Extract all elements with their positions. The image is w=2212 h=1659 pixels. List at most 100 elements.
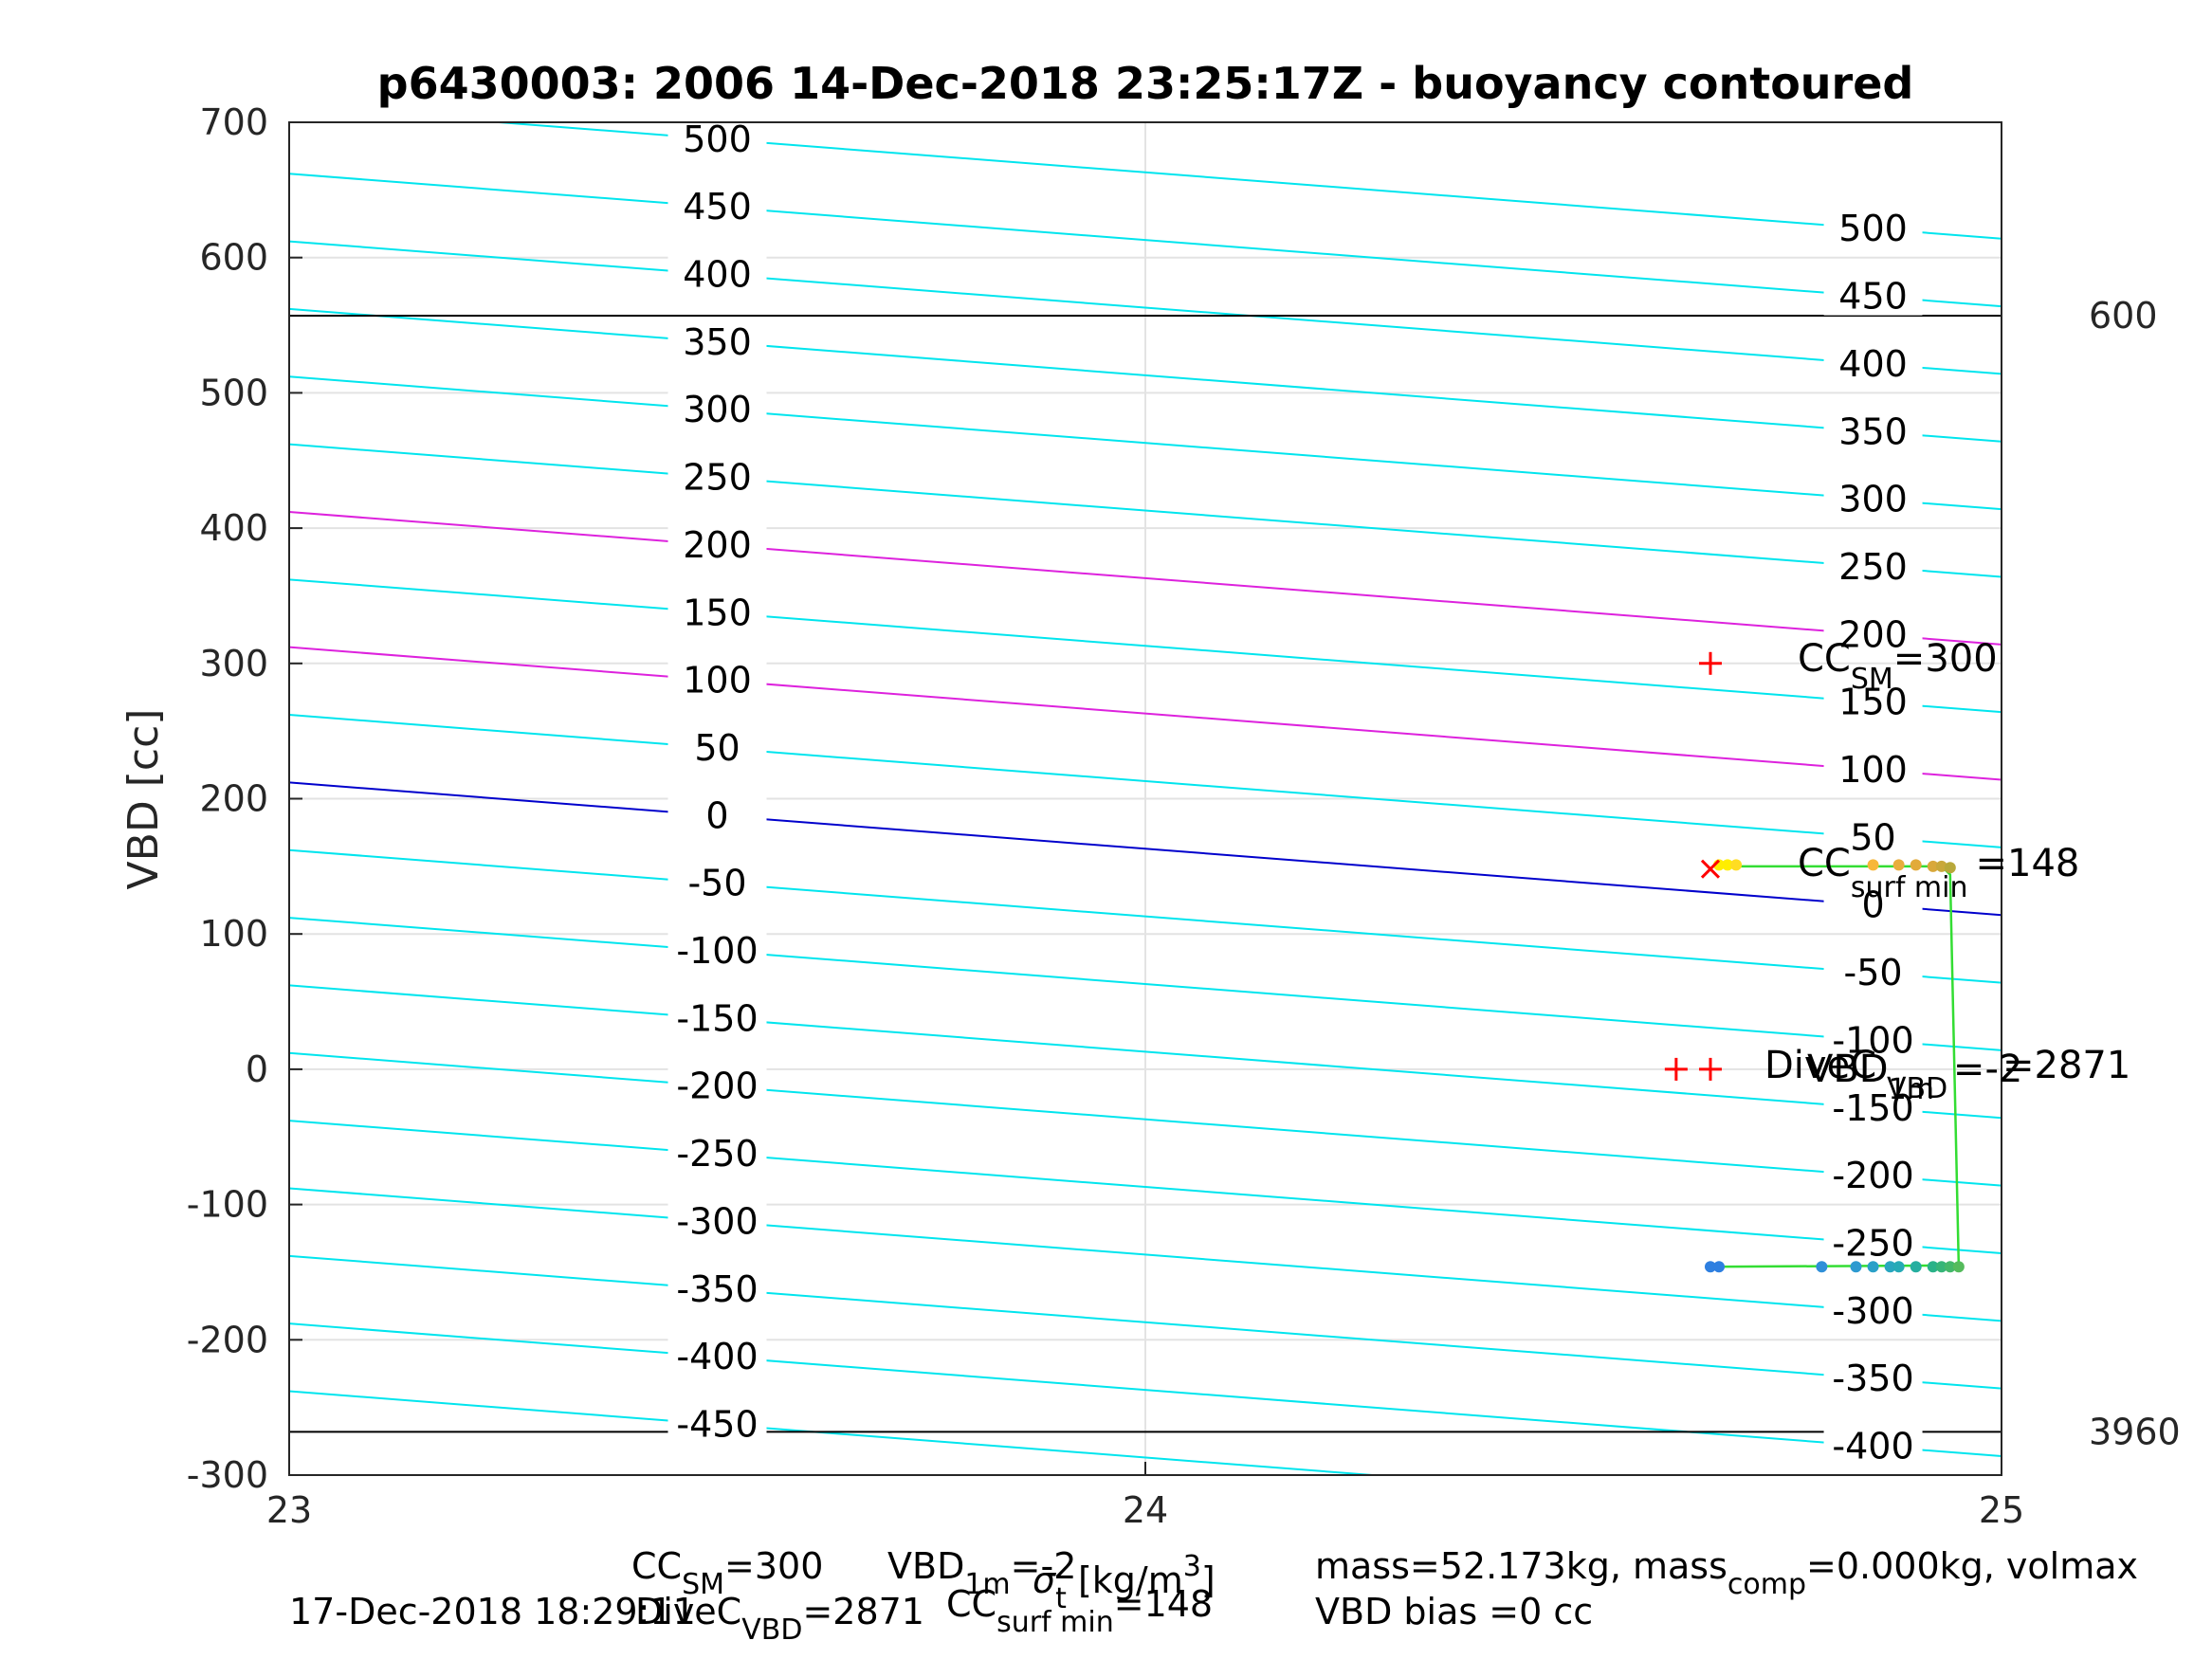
footer-cc-surf-main: CC [946,1583,996,1625]
contour-label-bg [1823,1085,1923,1127]
contour-label: 200 [683,524,752,566]
contour-label: -50 [1844,952,1903,994]
contour-label-bg [667,724,767,767]
contour-label-bg [667,1131,767,1174]
annotation-dive-value: =2871 [2002,1044,2130,1087]
contour-label-bg [667,860,767,902]
contour-line [289,1187,2002,1322]
data-dot [1884,1261,1896,1273]
cc-surf-val: =148 [1976,842,2080,885]
x-axis-unit: [kg/m [1067,1559,1183,1601]
contour-label: 250 [1838,546,1908,588]
annotation-vbd: VBD1m =-2 [1807,1048,2022,1106]
plus-marker [1664,1057,1688,1081]
data-dot [1927,860,1939,872]
contour-labels: -450 -400 -400 -350 -350 -300 -300 -250 -250 -200… [667,116,1923,1468]
contour-line [289,714,2002,848]
contour-label-bg [1823,611,1923,654]
contour-label-bg [667,1198,767,1241]
data-dot [1935,1261,1947,1273]
contour-label: -300 [676,1200,758,1242]
contour-label: 400 [683,254,752,296]
data-dot [1910,859,1922,871]
footer-dive-val: =2871 [802,1591,924,1632]
plus-marker [1698,1057,1722,1081]
footer-bias: VBD bias =0 cc [1315,1591,1593,1632]
contour-label: 0 [1861,884,1884,926]
vbd-main: VBD [1807,1048,1889,1091]
contour-label-bg [1823,476,1923,519]
footer-date: 17-Dec-2018 18:29:11 [289,1591,696,1632]
contour-label: -250 [1832,1222,1913,1264]
y-tick-label: 0 [246,1048,268,1090]
contour-label-bg [1823,747,1923,790]
data-dot [1944,862,1956,874]
contour-label-bg [667,319,767,361]
contour-label-bg [1823,1423,1923,1466]
contour-label-bg [667,454,767,497]
contour-label-bg [667,1334,767,1376]
contour-label-bg [667,251,767,294]
cc-sm-val: =300 [1893,637,1998,681]
contour-label-bg [1823,1356,1923,1398]
data-dot [1713,1261,1726,1273]
contour-line [289,307,2002,443]
contour-line [289,781,2002,917]
contour-label-bg [667,387,767,429]
footer-vbd-main: VBD [887,1545,964,1587]
contour-label: 150 [1838,682,1908,723]
cc-sm-sub: SM [1851,663,1893,696]
contour-line [289,173,2002,308]
data-dot [1927,1261,1939,1273]
contour-label: 400 [1838,343,1908,385]
contour-line [289,848,2002,984]
data-dot [1944,1261,1956,1273]
y-tick-label: 600 [199,237,268,279]
contour-line [289,1254,2002,1390]
contour-label-bg [1823,273,1923,316]
limit-line-label: 600 [2089,295,2158,337]
contour-label-bg [1823,882,1923,924]
data-dot [1867,859,1879,871]
footer-cc-surf: CCsurf min=148 [946,1583,1213,1639]
contour-line [289,443,2002,578]
contour-label: 50 [694,727,740,769]
y-tick-label: 200 [199,778,268,820]
contour-line [289,578,2002,714]
data-dot [1935,860,1947,872]
x-tick-label: 24 [1123,1489,1168,1531]
contour-lines [289,122,2002,1475]
contour-label: -400 [676,1336,758,1377]
contour-label: 450 [1838,276,1908,318]
contour-label: 100 [683,660,752,702]
contour-line [289,646,2002,781]
y-axis-label: VBD [cc] [119,709,168,890]
contour-label: 350 [1838,410,1908,452]
contour-label: 150 [683,592,752,633]
y-tick-label: 700 [199,101,268,143]
data-dot [1892,1261,1905,1273]
contour-label: -400 [1832,1426,1913,1468]
y-tick-label: 500 [199,372,268,413]
data-dot [1892,859,1905,871]
contour-label: -150 [676,997,758,1039]
contour-line [289,1120,2002,1254]
data-dot [1952,1261,1965,1273]
contour-label: 500 [1838,208,1908,249]
data-points [1704,859,1965,1273]
footer-vbd-val: =-2 [1011,1545,1077,1587]
vbd-sub: 1m [1889,1073,1934,1106]
footer-mass: mass=52.173kg, masscomp=0.000kg, volmax [1315,1545,2138,1601]
contour-label-bg [1823,814,1923,857]
contour-label: 50 [1850,816,1895,858]
contour-label: 0 [705,794,728,836]
y-tick-label: 400 [199,507,268,549]
contour-label-bg [1823,1220,1923,1263]
x-axis-ticks: 23 24 25 [266,1462,2024,1531]
contour-label-bg [1823,1017,1923,1060]
footer-cc-sm-sub: SM [682,1568,724,1601]
footer-dive-sub: VBD [741,1613,802,1647]
contour-line [289,375,2002,511]
cc-surf-sub: surf min [1851,871,1968,904]
